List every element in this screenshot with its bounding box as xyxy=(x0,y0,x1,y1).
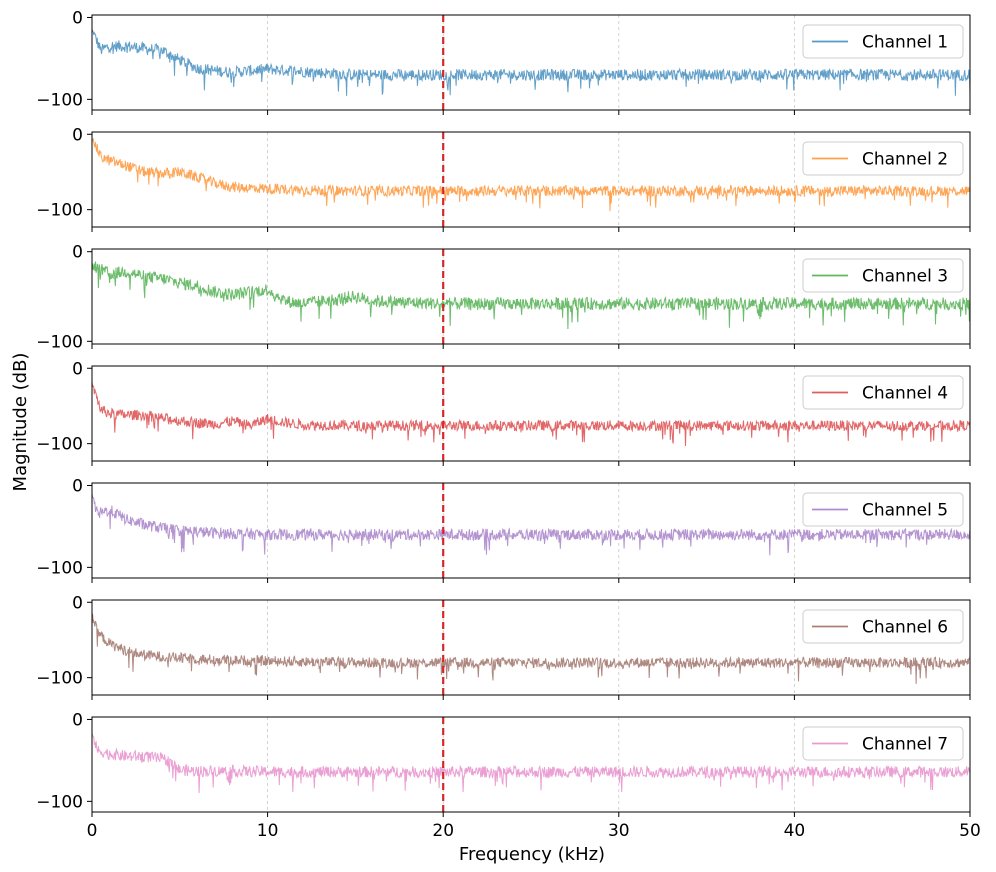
y-tick-label: 0 xyxy=(72,476,83,496)
legend-label: Channel 3 xyxy=(862,267,948,287)
panel-1: 0 −100 Channel 1 xyxy=(36,8,971,115)
series-line-channel-6 xyxy=(91,613,971,684)
legend-box xyxy=(802,258,964,293)
x-tick-label: 40 xyxy=(784,821,806,841)
panel-6: 0 −100 Channel 6 xyxy=(36,593,971,700)
y-tick-label: −100 xyxy=(36,792,83,812)
panel-5: 0 −100 Channel 5 xyxy=(36,476,971,583)
y-tick-label: 0 xyxy=(72,125,83,145)
y-tick-label: 0 xyxy=(72,8,83,28)
legend-channel-7: Channel 7 xyxy=(802,726,964,761)
y-tick-label: 0 xyxy=(72,243,83,263)
legend-channel-5: Channel 5 xyxy=(802,492,964,527)
panel-4: 0 −100 Channel 4 xyxy=(36,359,971,466)
x-tick-label: 0 xyxy=(87,821,98,841)
axes-frame xyxy=(91,716,971,813)
x-axis-label: Frequency (kHz) xyxy=(459,844,605,865)
y-tick-label: 0 xyxy=(72,359,83,379)
legend-box xyxy=(802,141,964,176)
series-line-channel-7 xyxy=(91,732,971,794)
legend-label: Channel 5 xyxy=(862,501,948,521)
y-tick-label: −100 xyxy=(36,558,83,578)
legend-channel-4: Channel 4 xyxy=(802,375,964,410)
legend-box xyxy=(802,375,964,410)
legend-channel-3: Channel 3 xyxy=(802,258,964,293)
series-line-channel-2 xyxy=(91,137,971,212)
panel-2: 0 −100 Channel 2 xyxy=(36,125,971,232)
legend-channel-2: Channel 2 xyxy=(802,141,964,176)
series-line-channel-5 xyxy=(91,493,971,556)
axes-frame xyxy=(91,14,971,111)
axes-frame xyxy=(91,365,971,462)
x-tick-label: 20 xyxy=(432,821,454,841)
x-tick-label: 10 xyxy=(257,821,279,841)
legend-box xyxy=(802,24,964,59)
legend-label: Channel 1 xyxy=(862,33,948,53)
series-line-channel-4 xyxy=(91,381,971,447)
y-tick-label: −100 xyxy=(36,332,83,352)
axes-frame xyxy=(91,248,971,345)
y-axis-label: Magnitude (dB) xyxy=(10,353,31,492)
legend-box xyxy=(802,609,964,644)
panel-3: 0 −100 Channel 3 xyxy=(36,243,971,352)
y-tick-label: 0 xyxy=(72,710,83,730)
axes-frame xyxy=(91,599,971,696)
legend-box xyxy=(802,492,964,527)
y-tick-label: −100 xyxy=(36,669,83,689)
x-tick-label: 50 xyxy=(959,821,981,841)
axes-frame xyxy=(91,131,971,228)
legend-label: Channel 7 xyxy=(862,735,948,755)
legend-box xyxy=(802,726,964,761)
y-tick-label: −100 xyxy=(36,90,83,110)
y-tick-label: −100 xyxy=(36,201,83,221)
y-tick-label: 0 xyxy=(72,593,83,613)
axes-frame xyxy=(91,482,971,579)
series-line-channel-3 xyxy=(91,261,971,330)
legend-label: Channel 4 xyxy=(862,384,948,404)
legend-channel-6: Channel 6 xyxy=(802,609,964,644)
x-tick-label: 30 xyxy=(608,821,630,841)
legend-label: Channel 2 xyxy=(862,150,948,170)
y-tick-label: −100 xyxy=(36,435,83,455)
legend-label: Channel 6 xyxy=(862,618,948,638)
panel-7: 0 −100 Channel 7 xyxy=(36,710,971,817)
legend-channel-1: Channel 1 xyxy=(802,24,964,59)
series-line-channel-1 xyxy=(91,29,971,96)
